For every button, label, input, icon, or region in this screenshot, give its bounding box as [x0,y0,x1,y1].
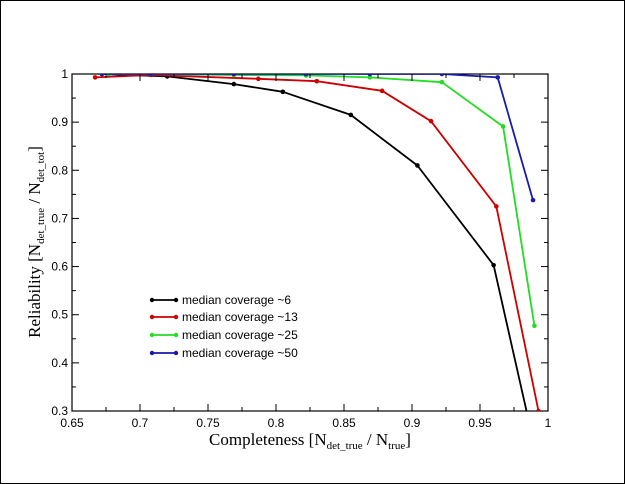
data-point [532,323,537,329]
data-point [231,81,237,87]
y-tick-label: 0.6 [51,260,68,274]
data-point [367,75,373,80]
data-point [415,163,420,168]
data-point [314,78,320,84]
y-tick-label: 0.7 [51,211,68,225]
data-point [303,74,309,77]
data-point [530,197,536,203]
data-point [367,74,373,77]
legend: median coverage ~6 median coverage ~13 m… [149,293,298,360]
x-tick-label: 0.7 [132,416,149,430]
series-line [101,74,534,201]
y-tick-label: 0.4 [51,356,68,370]
y-tick-label: 0.5 [51,308,68,322]
x-tick-label: 1 [545,416,552,430]
legend-swatch-marker [173,297,179,303]
ticks-layer: 0.65 0.7 0.75 0.8 0.85 0.9 0.95 1 0.3 0.4 0.5 0.6 0.… [51,67,551,430]
series-layer [92,74,541,419]
data-point [99,74,105,77]
y-tick-label: 1 [61,67,68,81]
legend-label: median coverage ~6 [182,293,291,307]
data-point [92,75,98,80]
data-point [379,88,385,94]
legend-label: median coverage ~25 [182,328,298,342]
y-tick-label: 0.8 [51,163,68,177]
data-point [348,112,354,118]
series-line [95,74,540,411]
y-tick-label: 0.3 [51,404,68,418]
x-tick-label: 0.65 [60,416,84,430]
legend-label: median coverage ~13 [182,310,298,324]
data-point [491,262,496,268]
legend-swatch-marker [173,314,179,320]
legend-swatch-marker [149,350,155,356]
legend-entry: median coverage ~25 [149,328,298,342]
y-axis-title: Reliability [Ndet_true / Ndet_tot] [25,146,47,338]
x-tick-label: 0.75 [196,416,220,430]
x-tick-label: 0.8 [268,416,285,430]
x-tick-label: 0.9 [404,416,421,430]
legend-swatch-marker [173,350,179,356]
data-point [525,414,530,419]
x-tick-label: 0.95 [468,416,492,430]
data-point [428,118,434,124]
data-point [536,408,541,411]
legend-entry: median coverage ~6 [149,293,291,307]
legend-swatch-marker [173,332,179,338]
data-point [439,74,445,77]
legend-swatch-marker [149,297,155,303]
legend-entry: median coverage ~13 [149,310,298,324]
data-point [280,89,286,95]
x-axis-title: Completeness [Ndet_true / Ntrue] [209,430,411,452]
data-point [231,74,237,77]
legend-swatch-marker [149,314,155,320]
data-point [256,76,261,82]
legend-entry: median coverage ~50 [149,346,298,360]
data-point [148,74,154,77]
legend-label: median coverage ~50 [182,346,298,360]
data-point [500,124,506,129]
data-point [495,75,500,80]
series-line [101,74,528,411]
x-tick-label: 0.85 [332,416,356,430]
y-tick-label: 0.9 [51,115,68,129]
legend-swatch-marker [149,332,155,338]
data-point [439,79,445,85]
data-point [494,204,499,209]
